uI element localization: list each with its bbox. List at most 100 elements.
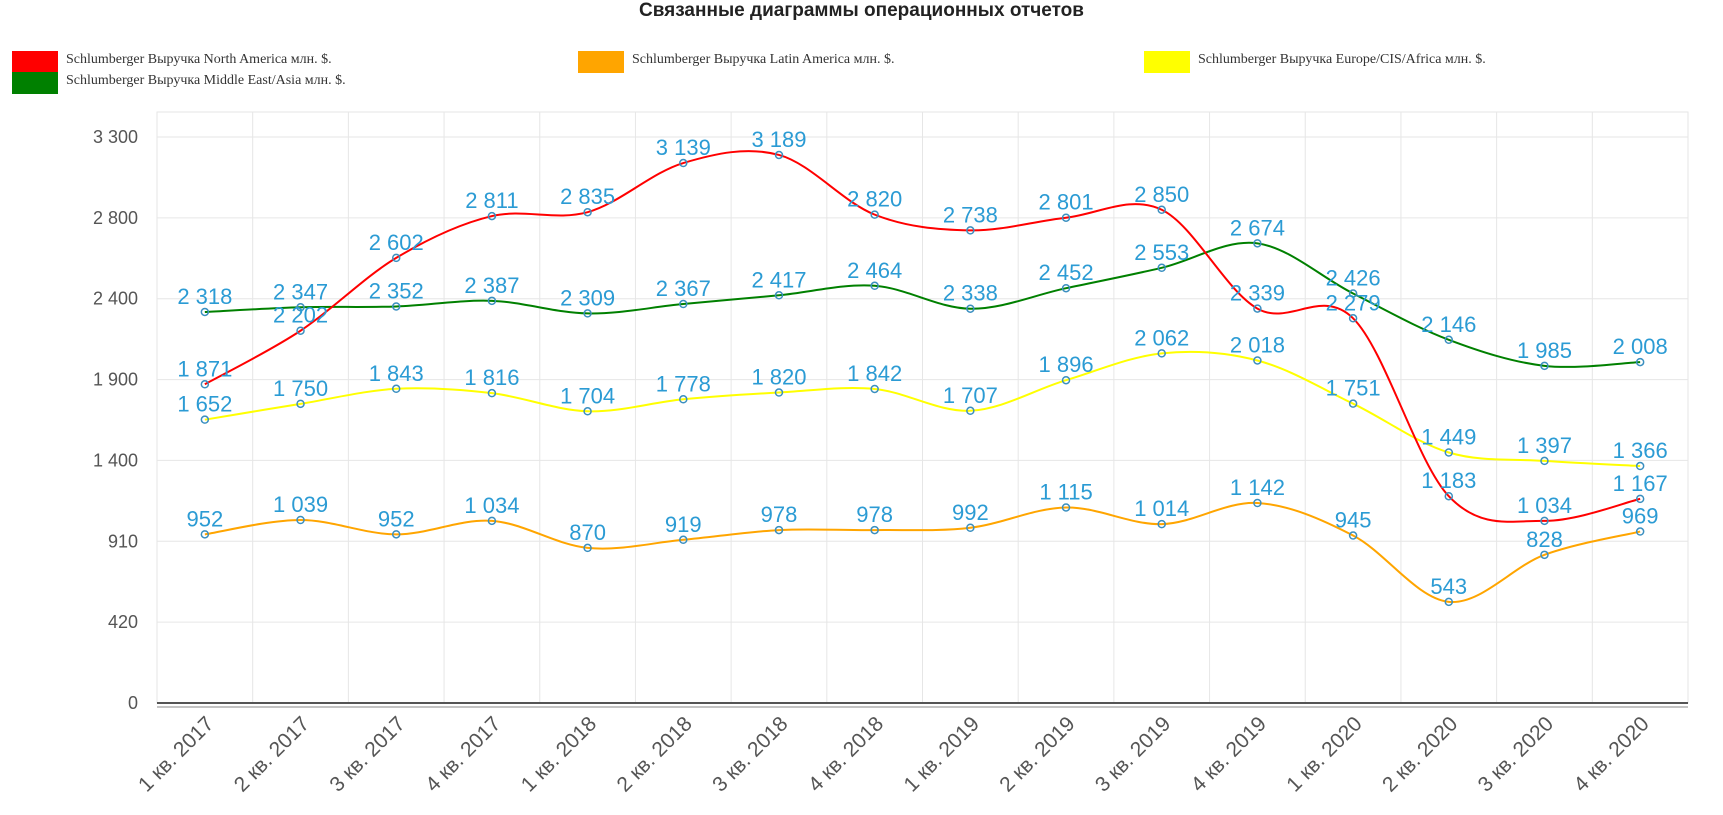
data-label: 1 039 <box>273 492 328 517</box>
data-point <box>966 523 975 533</box>
data-label: 1 985 <box>1517 338 1572 363</box>
data-point <box>1444 448 1454 457</box>
legend-label-middle-east-asia: Schlumberger Выручка Middle East/Asia мл… <box>66 73 346 88</box>
legend: Schlumberger Выручка North America млн. … <box>0 0 1723 110</box>
data-label: 2 452 <box>1039 260 1094 285</box>
data-label: 1 750 <box>273 376 328 401</box>
data-label: 828 <box>1526 527 1563 552</box>
data-label: 2 318 <box>177 284 232 309</box>
x-tick-label: 3 кв. 2020 <box>1474 712 1558 796</box>
y-tick-label: 3 300 <box>93 127 138 147</box>
data-label: 543 <box>1430 574 1467 599</box>
data-point <box>1540 456 1549 466</box>
data-label: 2 008 <box>1613 334 1668 359</box>
x-tick-label: 1 кв. 2019 <box>900 712 984 796</box>
data-point <box>296 326 305 335</box>
data-point <box>966 226 975 235</box>
data-label: 978 <box>856 502 893 527</box>
data-label: 2 018 <box>1230 332 1285 357</box>
data-point <box>200 415 210 424</box>
data-label: 952 <box>186 506 223 531</box>
data-label: 2 674 <box>1230 215 1285 240</box>
x-tick-label: 1 кв. 2017 <box>134 712 218 796</box>
data-point <box>966 304 975 313</box>
data-label: 1 842 <box>847 361 902 386</box>
x-tick-label: 3 кв. 2019 <box>1091 712 1175 796</box>
data-point <box>1635 461 1645 471</box>
data-label: 2 347 <box>273 279 328 304</box>
data-point <box>1253 239 1262 248</box>
data-point <box>774 291 784 300</box>
data-point <box>296 399 305 409</box>
data-label: 1 816 <box>464 365 519 390</box>
data-point <box>870 525 879 535</box>
data-label: 2 387 <box>464 273 519 298</box>
data-point <box>487 296 497 306</box>
data-label: 2 279 <box>1326 290 1381 315</box>
data-point <box>1253 304 1262 313</box>
data-point <box>870 210 879 219</box>
data-label: 1 707 <box>943 383 998 408</box>
data-label: 992 <box>952 500 989 525</box>
legend-swatch-europe-cis-africa <box>1144 51 1190 73</box>
x-tick-label: 4 кв. 2019 <box>1187 712 1271 796</box>
data-label: 1 449 <box>1421 425 1476 450</box>
legend-label-latin-america: Schlumberger Выручка Latin America млн. … <box>632 52 895 67</box>
data-label: 952 <box>378 506 415 531</box>
data-label: 1 366 <box>1613 438 1668 463</box>
data-point <box>200 380 210 389</box>
legend-label-europe-cis-africa: Schlumberger Выручка Europe/CIS/Africa м… <box>1198 52 1486 67</box>
data-point <box>1157 263 1166 273</box>
series-line <box>204 241 1641 368</box>
data-point <box>391 253 401 263</box>
data-point <box>1348 531 1358 540</box>
data-label: 978 <box>761 502 798 527</box>
data-point <box>1540 361 1549 371</box>
data-label: 945 <box>1335 508 1372 533</box>
data-label: 1 115 <box>1039 479 1092 504</box>
data-label: 919 <box>665 512 702 537</box>
x-tick-label: 4 кв. 2020 <box>1569 712 1653 796</box>
legend-item-europe-cis-africa[interactable]: Schlumberger Выручка Europe/CIS/Africa м… <box>1144 51 1486 73</box>
data-label: 1 843 <box>369 361 424 386</box>
data-label: 2 339 <box>1230 281 1285 306</box>
data-label: 1 896 <box>1039 352 1094 377</box>
data-point <box>583 207 592 217</box>
legend-label-north-america: Schlumberger Выручка North America млн. … <box>66 52 332 67</box>
data-label: 2 146 <box>1421 312 1476 337</box>
data-point <box>1157 519 1166 529</box>
x-tick-label: 3 кв. 2017 <box>325 712 409 796</box>
data-point <box>1444 335 1454 345</box>
data-point <box>391 302 401 311</box>
y-tick-label: 1 400 <box>93 450 138 470</box>
y-tick-label: 2 800 <box>93 208 138 228</box>
x-tick-label: 1 кв. 2018 <box>517 712 601 796</box>
data-point <box>679 299 688 309</box>
x-tick-label: 3 кв. 2018 <box>708 712 792 796</box>
data-point <box>870 281 879 291</box>
x-tick-label: 2 кв. 2020 <box>1378 712 1462 796</box>
data-point <box>774 525 784 535</box>
y-tick-label: 2 400 <box>93 289 138 309</box>
data-point <box>1444 597 1454 607</box>
y-tick-label: 0 <box>128 693 138 713</box>
data-label: 1 778 <box>656 371 711 396</box>
data-label: 870 <box>569 520 606 545</box>
data-point <box>1635 494 1645 504</box>
legend-item-north-america[interactable]: Schlumberger Выручка North America млн. … <box>12 51 332 73</box>
data-label: 2 417 <box>751 267 806 292</box>
chart-title: Связанные диаграммы операционных отчетов <box>639 0 1084 21</box>
data-label: 2 553 <box>1134 240 1189 265</box>
data-label: 1 167 <box>1613 471 1668 496</box>
x-tick-label: 2 кв. 2017 <box>230 712 314 796</box>
data-label: 1 820 <box>751 365 806 390</box>
data-label: 969 <box>1622 504 1659 529</box>
legend-item-latin-america[interactable]: Schlumberger Выручка Latin America млн. … <box>578 51 895 73</box>
data-point <box>583 543 592 553</box>
data-label: 2 352 <box>369 278 424 303</box>
data-label: 2 850 <box>1134 182 1189 207</box>
data-label: 1 183 <box>1421 468 1476 493</box>
legend-item-middle-east-asia[interactable]: Schlumberger Выручка Middle East/Asia мл… <box>12 72 346 94</box>
data-point <box>1157 205 1166 215</box>
